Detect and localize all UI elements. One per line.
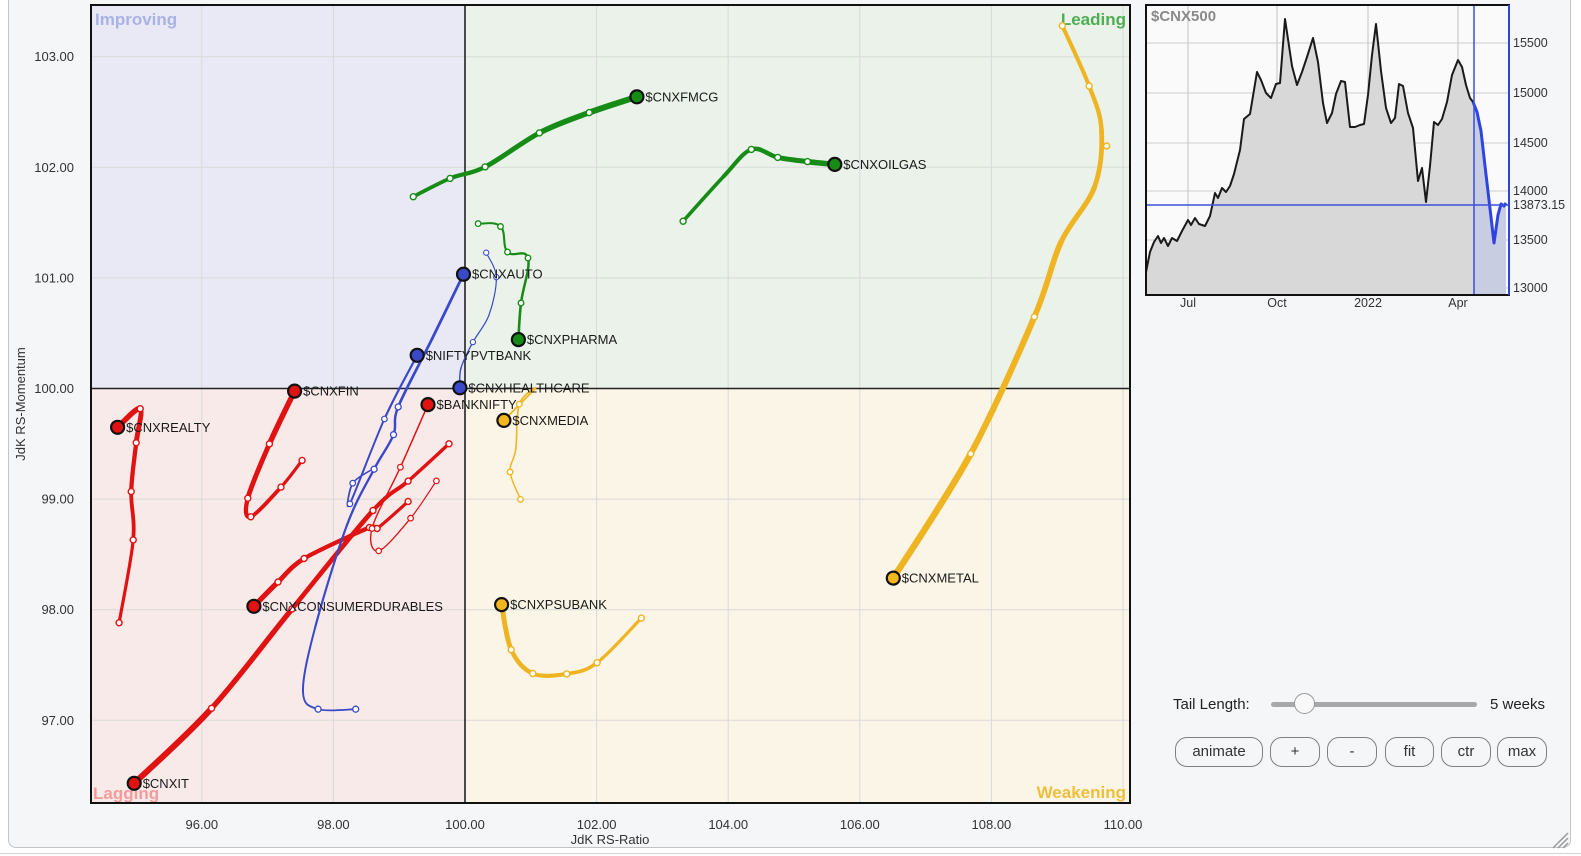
svg-text:$BANKNIFTY: $BANKNIFTY [437,397,518,412]
svg-text:$CNXREALTY: $CNXREALTY [126,420,211,435]
svg-text:96.00: 96.00 [186,817,219,832]
svg-text:13000: 13000 [1513,281,1548,295]
svg-text:$CNXOILGAS: $CNXOILGAS [843,157,926,172]
svg-text:98.00: 98.00 [41,602,74,617]
svg-text:106.00: 106.00 [840,817,880,832]
svg-text:$CNXCONSUMERDURABLES: $CNXCONSUMERDURABLES [262,599,443,614]
svg-text:101.00: 101.00 [34,270,74,285]
svg-text:$CNXFMCG: $CNXFMCG [645,89,718,104]
svg-text:97.00: 97.00 [41,713,74,728]
svg-text:14500: 14500 [1513,136,1548,150]
svg-text:$CNXIT: $CNXIT [143,776,189,791]
svg-text:$CNXFIN: $CNXFIN [303,384,359,399]
svg-text:15500: 15500 [1513,36,1548,50]
svg-text:JdK RS-Momentum: JdK RS-Momentum [13,347,28,460]
svg-text:$NIFTYPVTBANK: $NIFTYPVTBANK [426,348,532,363]
svg-text:$CNXPSUBANK: $CNXPSUBANK [510,597,607,612]
svg-text:100.00: 100.00 [34,381,74,396]
svg-text:Lagging: Lagging [93,784,159,803]
svg-text:14000: 14000 [1513,184,1548,198]
svg-text:99.00: 99.00 [41,492,74,507]
svg-text:13500: 13500 [1513,233,1548,247]
svg-text:Apr: Apr [1448,296,1467,310]
svg-text:Weakening: Weakening [1037,783,1126,802]
svg-text:102.00: 102.00 [34,160,74,175]
svg-text:98.00: 98.00 [317,817,350,832]
svg-text:103.00: 103.00 [34,49,74,64]
svg-text:$CNXPHARMA: $CNXPHARMA [527,332,618,347]
svg-text:108.00: 108.00 [972,817,1012,832]
svg-text:110.00: 110.00 [1104,817,1143,832]
svg-text:$CNXMETAL: $CNXMETAL [902,571,979,586]
svg-text:104.00: 104.00 [708,817,748,832]
svg-text:JdK RS-Ratio: JdK RS-Ratio [571,832,650,847]
svg-text:2022: 2022 [1354,296,1382,310]
svg-text:15000: 15000 [1513,86,1548,100]
svg-text:$CNXMEDIA: $CNXMEDIA [512,413,588,428]
svg-text:$CNXAUTO: $CNXAUTO [472,267,543,282]
svg-text:Improving: Improving [95,10,177,29]
svg-text:$CNX500: $CNX500 [1151,8,1216,25]
svg-text:13873.15: 13873.15 [1513,198,1565,212]
svg-text:Jul: Jul [1180,296,1196,310]
svg-text:Oct: Oct [1267,296,1287,310]
svg-text:Leading: Leading [1061,10,1126,29]
svg-text:100.00: 100.00 [445,817,485,832]
svg-text:102.00: 102.00 [577,817,617,832]
svg-text:$CNXHEALTHCARE: $CNXHEALTHCARE [468,380,589,395]
